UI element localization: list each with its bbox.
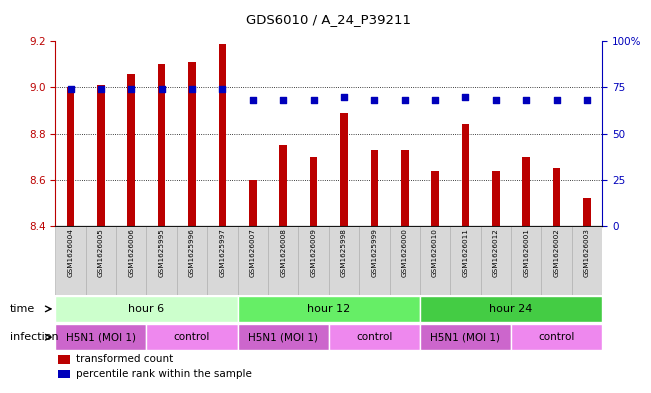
Bar (158, 64, 165, 226)
Bar (542, 226, 572, 295)
Bar (128, 73, 135, 226)
Text: GSM1626002: GSM1626002 (553, 228, 560, 277)
Point (521, 97, 531, 103)
Point (339, 94, 349, 100)
Text: GSM1626005: GSM1626005 (98, 228, 104, 277)
Bar (401, 150, 409, 226)
Bar (146, 325, 238, 350)
Bar (86, 226, 116, 295)
Bar (572, 226, 602, 295)
Text: GSM1626009: GSM1626009 (311, 228, 316, 277)
Text: hour 6: hour 6 (128, 304, 165, 314)
Bar (511, 226, 542, 295)
Bar (55, 325, 146, 350)
Point (430, 97, 440, 103)
Text: percentile rank within the sample: percentile rank within the sample (76, 369, 252, 379)
Point (400, 97, 410, 103)
Bar (480, 226, 511, 295)
Point (217, 86, 228, 92)
Text: GSM1626010: GSM1626010 (432, 228, 438, 277)
Bar (55, 296, 238, 321)
Bar (238, 296, 420, 321)
Point (278, 97, 288, 103)
Bar (553, 168, 561, 226)
Text: GSM1625999: GSM1625999 (371, 228, 378, 277)
Point (247, 97, 258, 103)
Bar (522, 157, 530, 226)
Text: GSM1626001: GSM1626001 (523, 228, 529, 277)
Bar (238, 226, 268, 295)
Text: GSM1626011: GSM1626011 (462, 228, 469, 277)
Point (187, 86, 197, 92)
Bar (359, 226, 389, 295)
Bar (116, 226, 146, 295)
Bar (340, 113, 348, 226)
Bar (329, 226, 359, 295)
Bar (329, 325, 420, 350)
Bar (207, 226, 238, 295)
Text: GSM1626006: GSM1626006 (128, 228, 134, 277)
Bar (219, 44, 227, 226)
Point (460, 94, 471, 100)
Text: GSM1625997: GSM1625997 (219, 228, 225, 277)
Point (551, 97, 562, 103)
Bar (420, 296, 602, 321)
Bar (370, 150, 378, 226)
Text: control: control (538, 332, 575, 342)
Point (491, 97, 501, 103)
Text: control: control (356, 332, 393, 342)
Bar (146, 226, 177, 295)
Text: H5N1 (MOI 1): H5N1 (MOI 1) (66, 332, 136, 342)
Text: control: control (174, 332, 210, 342)
Bar (177, 226, 207, 295)
Point (156, 86, 167, 92)
Text: GSM1625996: GSM1625996 (189, 228, 195, 277)
Bar (450, 226, 480, 295)
Text: GSM1626012: GSM1626012 (493, 228, 499, 277)
Text: GSM1626004: GSM1626004 (68, 228, 74, 277)
Text: hour 24: hour 24 (490, 304, 533, 314)
Bar (420, 325, 511, 350)
Bar (511, 325, 602, 350)
Point (309, 97, 319, 103)
Point (126, 86, 137, 92)
Text: infection: infection (10, 332, 59, 342)
Point (96, 86, 106, 92)
Bar (492, 171, 500, 226)
Text: GDS6010 / A_24_P39211: GDS6010 / A_24_P39211 (246, 13, 411, 26)
Text: H5N1 (MOI 1): H5N1 (MOI 1) (248, 332, 318, 342)
Text: GSM1626000: GSM1626000 (402, 228, 408, 277)
Text: hour 12: hour 12 (307, 304, 350, 314)
Point (65, 86, 76, 92)
Text: time: time (10, 304, 35, 314)
Bar (279, 145, 287, 226)
Bar (58, 355, 70, 364)
Bar (420, 226, 450, 295)
Bar (432, 171, 439, 226)
Bar (188, 62, 196, 226)
Text: GSM1626003: GSM1626003 (584, 228, 590, 277)
Bar (268, 226, 298, 295)
Text: H5N1 (MOI 1): H5N1 (MOI 1) (430, 332, 501, 342)
Text: transformed count: transformed count (76, 354, 173, 364)
Text: GSM1626008: GSM1626008 (280, 228, 286, 277)
Bar (55, 226, 86, 295)
Bar (67, 87, 74, 226)
Bar (298, 226, 329, 295)
Text: GSM1626007: GSM1626007 (250, 228, 256, 277)
Point (582, 97, 592, 103)
Bar (583, 198, 591, 226)
Point (369, 97, 380, 103)
Bar (389, 226, 420, 295)
Bar (462, 125, 469, 226)
Text: GSM1625998: GSM1625998 (341, 228, 347, 277)
Bar (310, 157, 318, 226)
Text: GSM1625995: GSM1625995 (159, 228, 165, 277)
Bar (238, 325, 329, 350)
Bar (249, 180, 256, 226)
Bar (58, 369, 70, 378)
Bar (97, 85, 105, 226)
